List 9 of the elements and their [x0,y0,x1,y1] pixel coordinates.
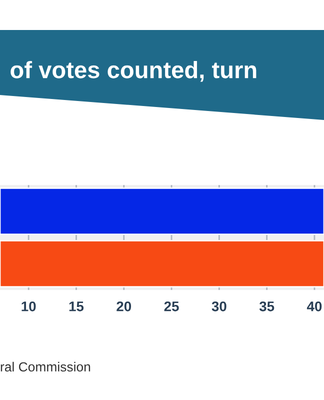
x-tick-label: 25 [164,301,179,312]
text: ral Commission [0,362,90,372]
x-tick-label: 20 [116,301,132,312]
x-tick-label: 35 [259,301,274,312]
x-tick-label: 30 [212,301,226,312]
x-tick-label: 15 [69,302,84,312]
x-tick-label: 40 [306,301,322,312]
x-tick-label: 10 [22,301,36,312]
chart-title: of votes counted, turn [10,60,256,82]
